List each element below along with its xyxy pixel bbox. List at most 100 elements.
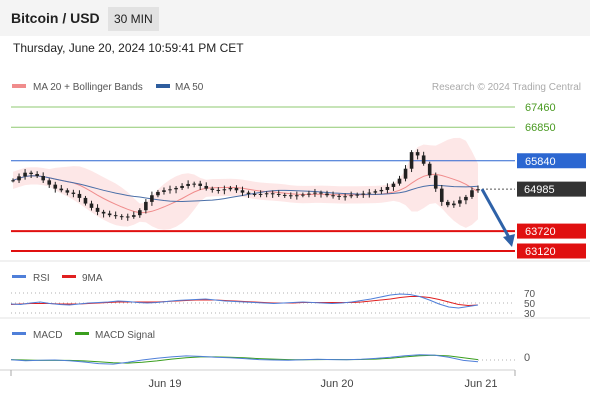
timestamp: Thursday, June 20, 2024 10:59:41 PM CET	[13, 41, 244, 55]
last-price-label: 64985	[524, 184, 555, 196]
candle-body	[113, 215, 118, 217]
candle-body	[11, 180, 15, 182]
candle-body	[446, 201, 450, 206]
macd-signal-line	[10, 354, 479, 364]
candle-body	[168, 189, 172, 191]
candle-body	[288, 195, 293, 197]
rsi-level-label: 70	[524, 289, 536, 300]
forecast-arrow	[480, 188, 515, 247]
macd-legend: MACD MACD Signal	[12, 330, 155, 341]
candle-body	[464, 196, 468, 201]
candle-body	[258, 193, 263, 195]
candle-body	[421, 155, 426, 164]
candle-body	[17, 176, 21, 181]
support-label: 63120	[525, 246, 556, 258]
legend-swatch-9ma	[62, 275, 76, 278]
instrument-title: Bitcoin / USD	[11, 10, 100, 26]
candle-body	[240, 190, 245, 193]
candle-body	[192, 183, 196, 185]
main-legend: MA 20 + Bollinger Bands MA 50	[12, 82, 204, 93]
candle-body	[307, 193, 311, 195]
candle-body	[107, 213, 112, 216]
candle-body	[403, 168, 408, 179]
support-tag	[517, 223, 586, 239]
legend-swatch-macd	[12, 332, 26, 335]
candle-body	[337, 195, 341, 197]
legend-swatch-rsi	[12, 275, 26, 278]
candle-body	[427, 163, 432, 176]
candle-body	[95, 207, 100, 212]
candle-body	[156, 191, 160, 196]
candle-body	[222, 189, 227, 191]
candle-body	[71, 192, 76, 194]
candle-body	[331, 195, 335, 197]
candle-body	[198, 183, 203, 186]
candle-body	[458, 200, 462, 204]
candle-body	[65, 190, 70, 193]
candle-body	[270, 193, 275, 195]
level-labels: 67460 66850 65840 64985 63720 63120	[517, 102, 586, 259]
candle-body	[367, 192, 372, 194]
candle-body	[53, 184, 58, 189]
candle-body	[204, 185, 209, 189]
ma20-line	[12, 173, 479, 214]
candle-body	[77, 193, 82, 198]
candle-body	[174, 187, 178, 190]
candle-body	[216, 189, 221, 191]
legend-swatch-macd-signal	[75, 332, 89, 335]
candle-body	[373, 191, 378, 193]
candle-body	[319, 192, 323, 194]
candle-body	[379, 189, 384, 192]
candle-body	[35, 174, 39, 177]
candle-body	[452, 203, 456, 206]
candle-body	[325, 193, 329, 196]
last-price-tag	[517, 181, 586, 197]
x-axis: Jun 19 Jun 20 Jun 21	[10, 370, 516, 390]
rsi-level-label: 50	[524, 299, 536, 310]
candle-body	[301, 194, 305, 196]
candle-body	[264, 193, 269, 195]
candle-body	[397, 178, 402, 184]
candle-body	[186, 183, 190, 186]
candle-body	[162, 190, 166, 192]
credit-text: Research © 2024 Trading Central	[432, 82, 581, 93]
candle-body	[313, 192, 317, 194]
support-tag	[517, 243, 586, 259]
candle-body	[476, 189, 480, 191]
candle-body	[282, 194, 287, 196]
candle-body	[276, 193, 281, 195]
candle-body	[119, 216, 124, 218]
rsi-level-label: 30	[524, 309, 536, 320]
x-tick-label: Jun 19	[148, 378, 181, 390]
x-tick-label: Jun 21	[464, 378, 497, 390]
legend-label-ma20: MA 20 + Bollinger Bands	[33, 82, 143, 93]
candle-body	[433, 175, 438, 189]
candles	[11, 149, 480, 221]
candle-body	[125, 216, 130, 218]
interval-badge[interactable]: 30 MIN	[108, 7, 159, 31]
candle-body	[228, 187, 233, 190]
candle-body	[83, 197, 88, 204]
candle-body	[29, 172, 33, 175]
legend-label-macd-signal: MACD Signal	[95, 330, 155, 341]
legend-label-macd: MACD	[33, 330, 62, 341]
candle-body	[234, 187, 239, 191]
support-label: 63720	[525, 226, 556, 238]
candle-body	[41, 176, 45, 181]
candle-body	[349, 195, 353, 197]
candle-body	[409, 152, 414, 169]
candle-body	[210, 188, 215, 190]
candle-body	[246, 192, 251, 194]
legend-label-9ma: 9MA	[82, 273, 103, 284]
price-levels	[11, 106, 515, 252]
pivot-tag	[517, 153, 586, 169]
x-tick-label: Jun 20	[320, 378, 353, 390]
legend-label-rsi: RSI	[33, 273, 50, 284]
candle-body	[295, 195, 299, 197]
bollinger-band-fill	[13, 137, 478, 230]
rsi-legend: RSI 9MA	[12, 273, 103, 284]
forecast-arrow-head	[503, 234, 515, 247]
candle-body	[144, 201, 148, 211]
